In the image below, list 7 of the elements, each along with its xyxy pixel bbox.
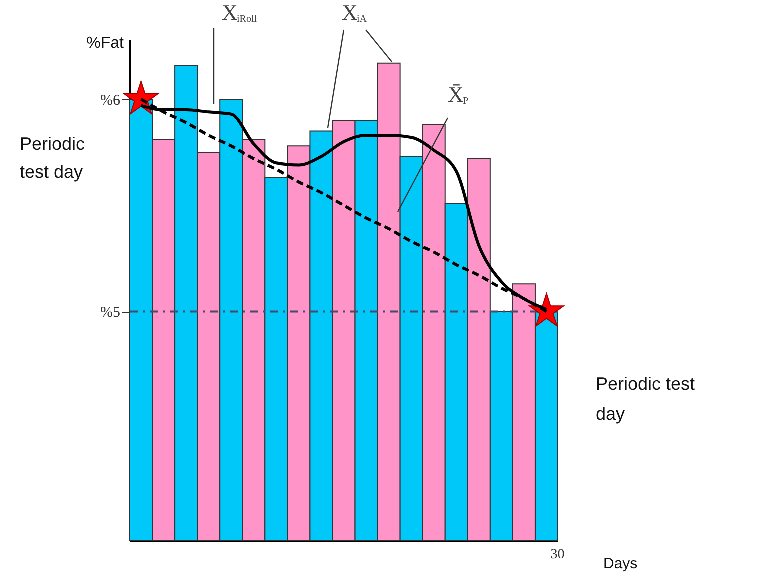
- text: Periodic test day: [20, 134, 86, 182]
- y-axis-title: %Fat: [86, 35, 125, 52]
- x-tick-label: 30: [550, 548, 565, 562]
- y-tick-label: %5: [100, 305, 120, 322]
- text: Periodic test day: [596, 374, 696, 424]
- y-tick-label: %6: [100, 92, 121, 109]
- x-axis-title: Days: [604, 556, 638, 572]
